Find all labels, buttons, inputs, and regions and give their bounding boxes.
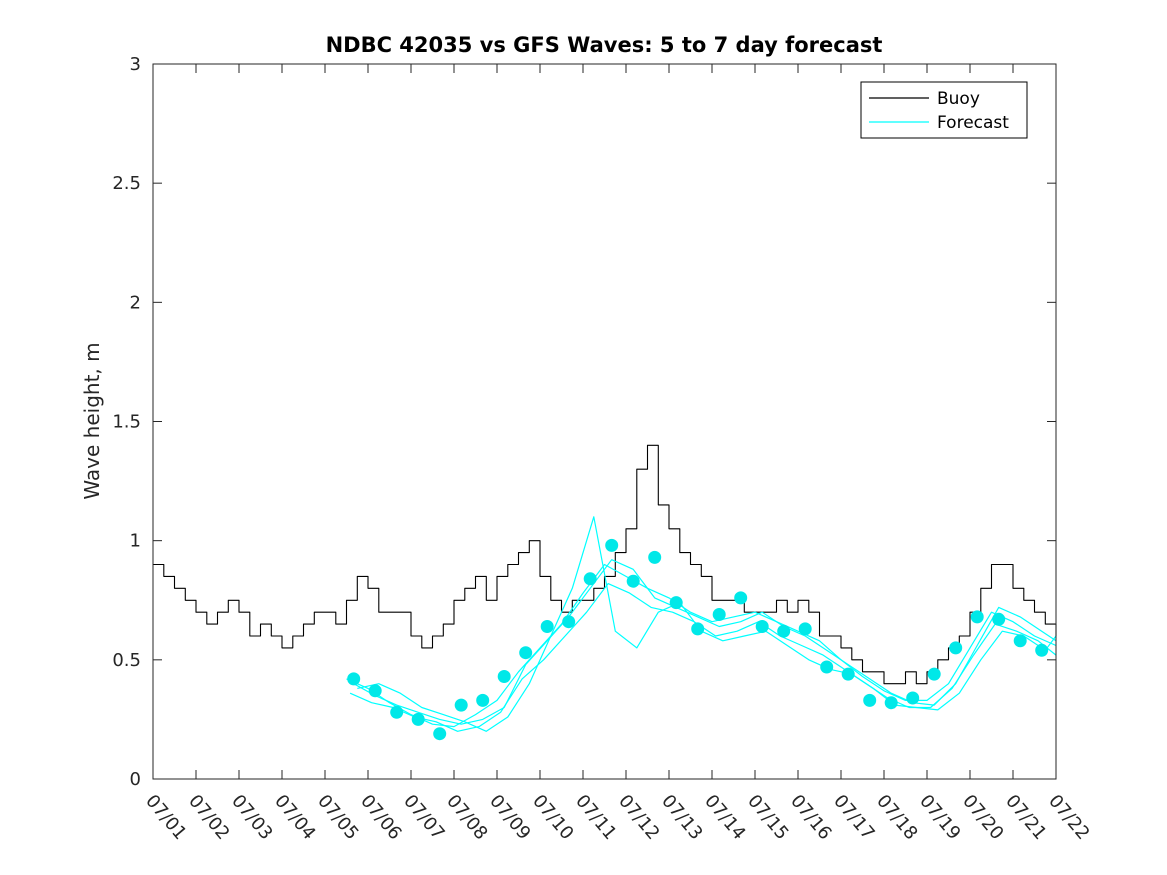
forecast-marker [755,620,769,633]
forecast-marker [476,693,490,707]
forecast-marker [906,691,920,705]
y-tick-label: 3 [130,54,141,75]
legend-box [860,81,1028,139]
forecast-marker [863,693,877,707]
plot-background [153,64,1056,779]
forecast-marker [454,698,468,712]
forecast-marker [777,624,791,638]
forecast-marker [669,596,683,610]
forecast-marker [841,667,855,681]
y-axis-label: Wave height, m [80,342,104,499]
forecast-marker [605,538,619,552]
forecast-marker [390,705,404,719]
forecast-marker [583,572,597,586]
forecast-marker [347,672,361,686]
forecast-marker [411,712,425,726]
chart-title: NDBC 42035 vs GFS Waves: 5 to 7 day fore… [326,33,883,57]
forecast-marker [626,574,640,588]
forecast-marker [497,670,511,683]
forecast-marker [927,667,941,681]
y-tick-label: 1 [130,531,141,552]
series-line-forecast-1 [346,563,1057,728]
y-tick-label: 1.5 [112,412,141,433]
y-tick-label: 2 [130,292,141,313]
forecast-marker [949,641,963,655]
forecast-marker [970,610,984,624]
forecast-marker [648,550,662,564]
forecast-marker [992,612,1006,626]
forecast-marker [820,660,834,674]
series-line-forecast-3 [353,559,1057,725]
legend-label-buoy: Buoy [937,89,980,109]
marker-layer [347,538,1049,741]
legend-label-forecast: Forecast [937,113,1009,133]
y-tick-label: 2.5 [112,173,141,194]
series-layer [153,444,1057,732]
forecast-marker [433,727,447,741]
forecast-marker [734,591,748,605]
y-tick-label: 0 [130,769,141,790]
forecast-marker [540,620,554,633]
forecast-marker [691,622,705,636]
series-line-buoy [153,444,1057,685]
forecast-marker [1035,643,1049,657]
legend: Buoy Forecast [860,81,1028,139]
forecast-marker [712,608,726,621]
y-tick-label: 0.5 [112,650,141,671]
series-line-forecast-4 [357,516,1057,732]
forecast-marker [368,684,382,698]
plot-area [153,64,1056,779]
forecast-marker [884,696,898,710]
forecast-marker [519,646,533,660]
forecast-marker [1013,634,1027,648]
forecast-marker [798,622,812,636]
forecast-marker [562,615,576,629]
